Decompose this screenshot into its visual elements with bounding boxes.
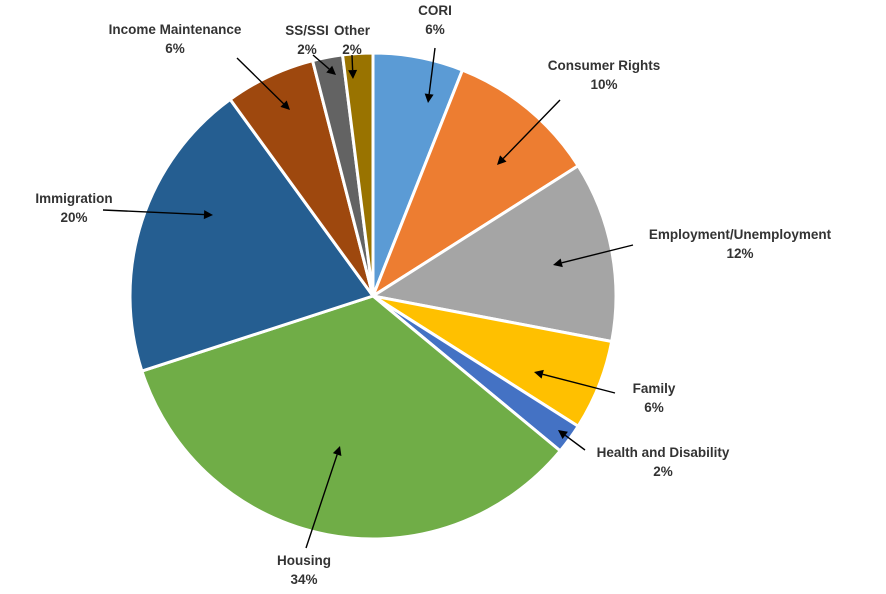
- leader-line-cori: [428, 47, 436, 95]
- pie-slice-consumer-rights: [371, 68, 580, 298]
- arrowhead-ss-ssi: [326, 65, 336, 75]
- leader-line-health-and-disability: [564, 434, 586, 451]
- leader-line-other: [351, 54, 354, 71]
- leader-line-family: [542, 373, 616, 394]
- data-label-name-other: Other: [334, 23, 371, 38]
- data-label-pct-employment-unemployment: 12%: [726, 246, 753, 261]
- leader-line-ss-ssi: [312, 54, 330, 70]
- arrowhead-health-and-disability: [558, 430, 568, 439]
- leader-line-employment-unemployment: [561, 244, 634, 264]
- data-label-pct-health-and-disability: 2%: [653, 464, 673, 479]
- arrowhead-cori: [424, 93, 434, 103]
- data-label-name-ss-ssi: SS/SSI: [285, 23, 329, 38]
- data-label-name-health-and-disability: Health and Disability: [597, 445, 730, 460]
- leader-line-immigration: [102, 209, 205, 216]
- leader-line-income-maintenance: [236, 57, 285, 105]
- arrowhead-income-maintenance: [280, 100, 290, 110]
- labels-layer: CORI 6% Consumer Rights 10% Employment/Unemp…: [35, 3, 831, 587]
- leader-line-housing: [305, 454, 338, 549]
- pie-slice-other: [341, 51, 375, 298]
- data-label-name-cori: CORI: [418, 3, 452, 18]
- leader-line-consumer-rights: [502, 99, 561, 160]
- data-label-name-immigration: Immigration: [35, 191, 112, 206]
- data-label-name-housing: Housing: [277, 553, 331, 568]
- data-label-pct-immigration: 20%: [60, 210, 87, 225]
- data-label-pct-ss-ssi: 2%: [297, 42, 317, 57]
- arrowhead-housing: [332, 446, 342, 456]
- data-label-pct-consumer-rights: 10%: [590, 77, 617, 92]
- data-label-name-family: Family: [633, 381, 676, 396]
- data-label-pct-housing: 34%: [290, 572, 317, 587]
- data-label-name-income-maintenance: Income Maintenance: [109, 22, 242, 37]
- arrowhead-consumer-rights: [497, 155, 507, 165]
- leader-lines-layer: [102, 47, 634, 549]
- data-label-name-consumer-rights: Consumer Rights: [548, 58, 661, 73]
- data-label-pct-other: 2%: [342, 42, 362, 57]
- arrowhead-other: [348, 69, 358, 79]
- data-label-pct-family: 6%: [644, 400, 664, 415]
- arrowhead-immigration: [203, 210, 213, 220]
- pie-slice-housing: [140, 294, 562, 541]
- arrowhead-employment-unemployment: [553, 258, 563, 268]
- data-label-pct-income-maintenance: 6%: [165, 41, 185, 56]
- data-label-name-employment-unemployment: Employment/Unemployment: [649, 227, 832, 242]
- slices-layer: [128, 51, 618, 541]
- data-label-pct-cori: 6%: [425, 22, 445, 37]
- pie-slice-immigration: [128, 97, 375, 373]
- arrowhead-family: [534, 369, 544, 379]
